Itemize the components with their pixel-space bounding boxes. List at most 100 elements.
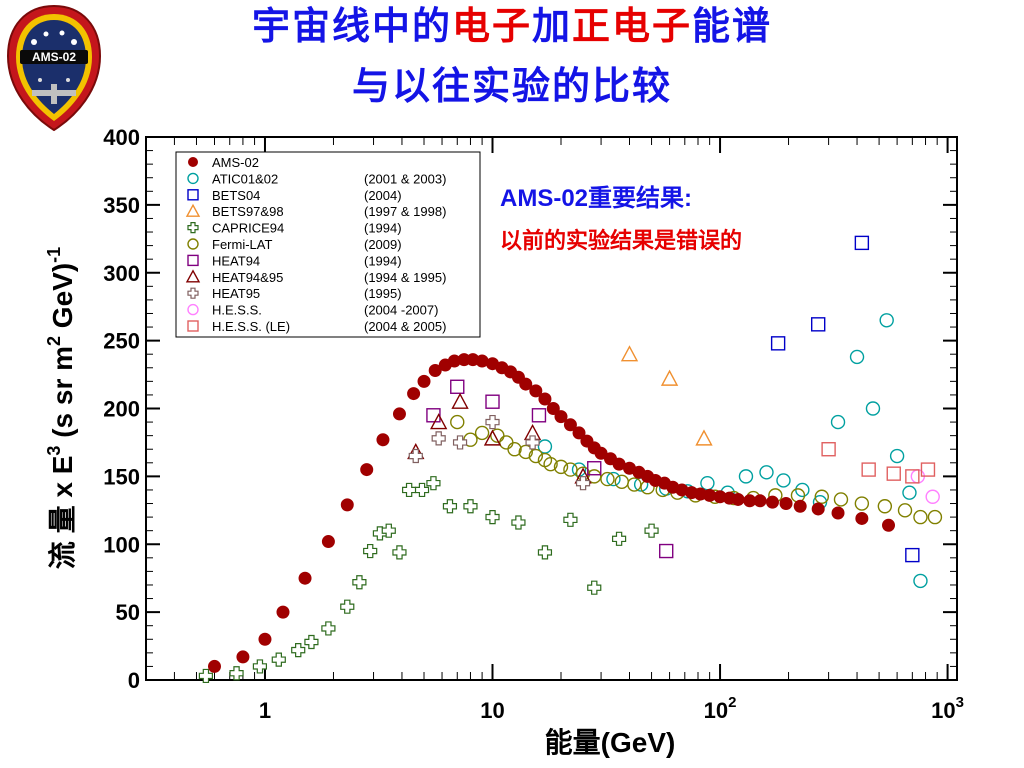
legend-series-name: AMS-02 <box>212 155 259 170</box>
data-point <box>258 632 272 646</box>
data-point <box>531 408 547 423</box>
title-part: 宇宙线中的 <box>251 3 452 48</box>
data-point <box>905 469 920 484</box>
legend-series-name: H.E.S.S. <box>212 303 262 318</box>
data-point <box>563 418 577 432</box>
legend-marker <box>185 269 201 283</box>
data-point <box>854 235 870 251</box>
title-part: 加 <box>531 3 572 48</box>
legend-series-name: H.E.S.S. (LE) <box>212 319 290 334</box>
data-point <box>600 471 615 487</box>
series-caprice94 <box>198 476 659 684</box>
data-point <box>483 429 502 446</box>
legend-entry: ATIC01&02 (2001 & 2003) <box>187 171 446 186</box>
data-point <box>925 489 940 504</box>
legend-series-years: (1994) <box>364 221 402 236</box>
data-point <box>450 414 465 430</box>
legend-marker <box>187 320 199 332</box>
y-tick-label: 350 <box>103 193 140 218</box>
legend-box <box>175 151 481 338</box>
y-tick-label: 50 <box>116 600 140 625</box>
title-part: 电子 <box>612 3 693 48</box>
legend-series-years: (1995) <box>364 286 402 301</box>
data-point <box>198 668 213 684</box>
y-tick-label: 400 <box>103 125 140 150</box>
data-point <box>659 543 674 559</box>
data-point <box>431 431 446 446</box>
data-point <box>304 634 319 650</box>
data-point <box>776 473 791 488</box>
data-point <box>543 456 558 472</box>
data-point <box>426 476 441 491</box>
legend-series-name: ATIC01&02 <box>212 171 278 186</box>
data-point <box>811 502 825 516</box>
data-point <box>553 459 569 475</box>
data-point <box>882 518 896 532</box>
data-point <box>738 469 754 484</box>
legend-entry: HEAT94 (1994) <box>187 253 402 268</box>
legend-entry: H.E.S.S. (2004 -2007) <box>187 303 438 318</box>
data-point <box>499 435 514 450</box>
series-fermi-lat <box>450 414 943 525</box>
legend-marker <box>188 157 198 167</box>
series-bets97-98 <box>620 345 713 446</box>
legend-entry: BETS04 (2004) <box>187 188 402 203</box>
title-part: 能谱 <box>692 3 773 48</box>
data-point <box>644 523 659 538</box>
y-label-mid: (s sr m <box>47 346 78 446</box>
data-point <box>793 499 807 513</box>
legend-marker <box>187 172 199 185</box>
annotation-line1: AMS-02重要结果: <box>500 185 692 212</box>
data-point <box>402 482 417 498</box>
data-point <box>321 621 336 636</box>
legend-entry: BETS97&98 (1997 & 1998) <box>185 203 446 219</box>
data-point <box>511 515 526 530</box>
data-point <box>606 471 621 487</box>
y-tick-label: 200 <box>103 397 140 422</box>
data-point <box>695 429 713 446</box>
data-point <box>927 509 943 525</box>
legend-series-years: (1994 & 1995) <box>364 270 446 285</box>
data-point <box>360 463 374 477</box>
series-heat95 <box>408 414 591 491</box>
data-point <box>452 435 468 450</box>
x-tick-label: 10 <box>480 698 504 723</box>
data-point <box>849 349 865 365</box>
data-point <box>450 379 465 394</box>
y-tick-label: 250 <box>103 329 140 354</box>
data-point <box>525 435 540 450</box>
legend-entry: HEAT95 (1995) <box>187 286 402 301</box>
legend-series-years: (2001 & 2003) <box>364 171 446 186</box>
series-ams-02 <box>207 353 896 673</box>
y-tick-label: 150 <box>103 464 140 489</box>
y-label-exp: -1 <box>44 247 64 263</box>
data-point <box>759 465 774 480</box>
data-point <box>392 545 407 560</box>
series-heat94 <box>426 379 674 559</box>
data-point <box>519 377 533 391</box>
legend-entry: CAPRICE94 (1994) <box>187 221 402 236</box>
data-point <box>321 535 335 549</box>
data-point <box>821 442 836 457</box>
data-point <box>753 494 767 508</box>
data-point <box>879 313 894 328</box>
y-axis-label: 流 量 x E3 (s sr m2 GeV)-1 <box>44 247 78 569</box>
data-point <box>442 499 458 514</box>
data-point <box>485 510 500 525</box>
data-point <box>889 448 905 464</box>
data-point <box>414 482 430 498</box>
data-point <box>587 461 602 476</box>
data-point <box>770 336 786 351</box>
data-point <box>430 413 448 430</box>
y-label-main: 流 量 x E <box>47 456 78 570</box>
data-point <box>920 462 936 477</box>
data-point <box>731 492 745 506</box>
series-bets04 <box>770 235 920 563</box>
data-point <box>587 580 602 595</box>
legend-entry: Fermi-LAT (2009) <box>187 237 402 252</box>
data-point <box>614 474 629 490</box>
legend-marker <box>185 203 201 217</box>
data-point <box>474 425 490 441</box>
